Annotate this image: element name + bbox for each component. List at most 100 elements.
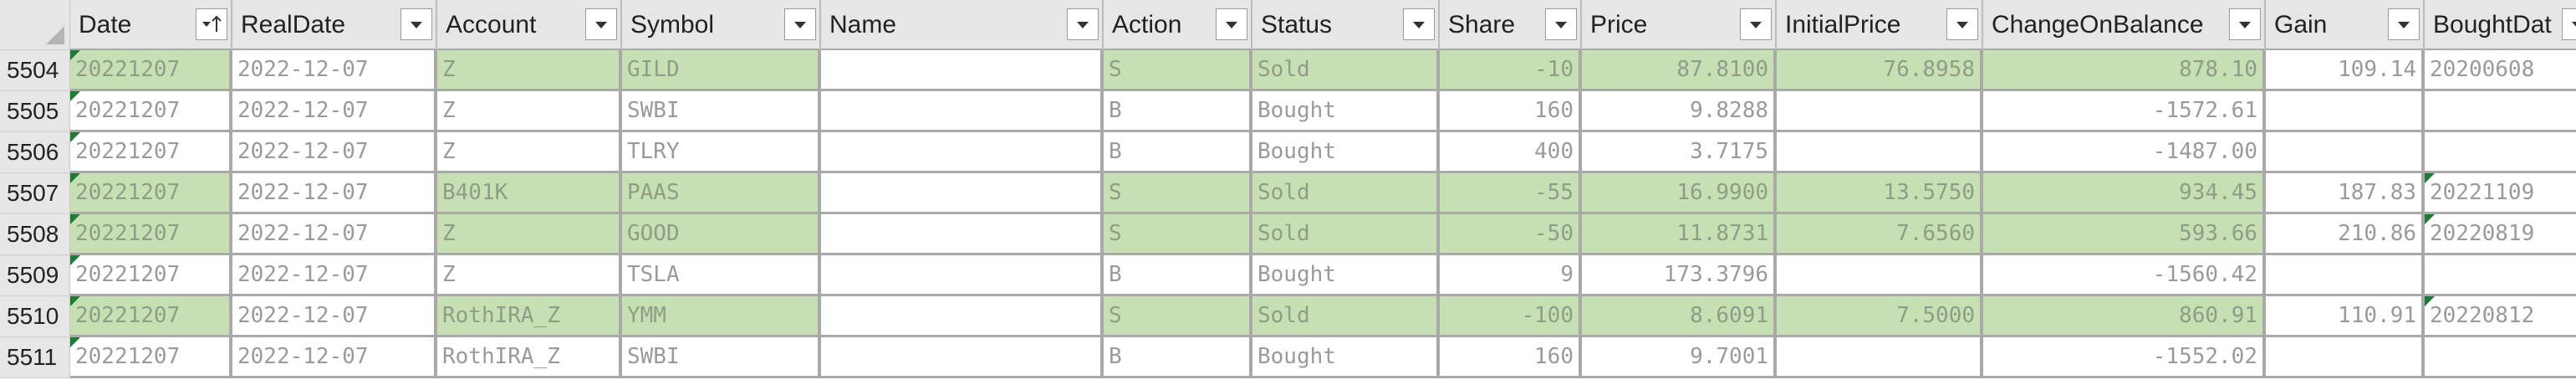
cell-status[interactable]: Sold (1252, 214, 1440, 255)
cell-changeonbalance[interactable]: -1560.42 (1983, 255, 2266, 296)
column-header-realdate[interactable]: RealDate (232, 0, 437, 50)
sort-filter-button[interactable] (196, 8, 227, 40)
column-header-account[interactable]: Account (437, 0, 622, 50)
cell-changeonbalance[interactable]: 934.45 (1983, 173, 2266, 214)
cell-initialprice[interactable] (1777, 91, 1983, 132)
column-header-changeonbalance[interactable]: ChangeOnBalance (1983, 0, 2266, 50)
cell-gain[interactable]: 110.91 (2266, 296, 2425, 337)
filter-dropdown-button[interactable] (1216, 8, 1247, 40)
cell-gain[interactable] (2266, 255, 2425, 296)
cell-gain[interactable] (2266, 132, 2425, 173)
cell-symbol[interactable]: GOOD (622, 214, 821, 255)
cell-gain[interactable]: 109.14 (2266, 50, 2425, 91)
cell-account[interactable]: Z (437, 255, 622, 296)
cell-symbol[interactable]: YMM (622, 296, 821, 337)
row-number[interactable]: 5509 (0, 255, 70, 296)
cell-status[interactable]: Bought (1252, 255, 1440, 296)
select-all-corner[interactable] (0, 0, 70, 50)
cell-initialprice[interactable] (1777, 255, 1983, 296)
cell-account[interactable]: Z (437, 132, 622, 173)
cell-account[interactable]: Z (437, 214, 622, 255)
filter-dropdown-button[interactable] (1067, 8, 1099, 40)
cell-price[interactable]: 11.8731 (1582, 214, 1777, 255)
cell-status[interactable]: Bought (1252, 337, 1440, 378)
cell-share[interactable]: -50 (1440, 214, 1582, 255)
cell-action[interactable]: B (1104, 337, 1252, 378)
cell-price[interactable]: 3.7175 (1582, 132, 1777, 173)
cell-status[interactable]: Bought (1252, 132, 1440, 173)
cell-action[interactable]: S (1104, 50, 1252, 91)
cell-changeonbalance[interactable]: -1552.02 (1983, 337, 2266, 378)
column-header-name[interactable]: Name (821, 0, 1104, 50)
filter-dropdown-button[interactable] (400, 8, 432, 40)
column-header-symbol[interactable]: Symbol (622, 0, 821, 50)
filter-dropdown-button[interactable] (585, 8, 617, 40)
column-header-gain[interactable]: Gain (2266, 0, 2425, 50)
cell-action[interactable]: B (1104, 132, 1252, 173)
cell-price[interactable]: 8.6091 (1582, 296, 1777, 337)
cell-boughtdat[interactable] (2425, 91, 2576, 132)
filter-dropdown-button[interactable] (2388, 8, 2420, 40)
cell-realdate[interactable]: 2022-12-07 (232, 173, 437, 214)
cell-account[interactable]: RothIRA_Z (437, 337, 622, 378)
cell-gain[interactable]: 187.83 (2266, 173, 2425, 214)
cell-initialprice[interactable] (1777, 337, 1983, 378)
cell-initialprice[interactable]: 7.6560 (1777, 214, 1983, 255)
cell-realdate[interactable]: 2022-12-07 (232, 296, 437, 337)
column-header-share[interactable]: Share (1440, 0, 1582, 50)
cell-name[interactable] (821, 214, 1104, 255)
cell-price[interactable]: 16.9900 (1582, 173, 1777, 214)
cell-gain[interactable] (2266, 91, 2425, 132)
cell-changeonbalance[interactable]: -1487.00 (1983, 132, 2266, 173)
cell-share[interactable]: -55 (1440, 173, 1582, 214)
cell-realdate[interactable]: 2022-12-07 (232, 91, 437, 132)
cell-date[interactable]: 20221207 (70, 214, 232, 255)
cell-status[interactable]: Sold (1252, 296, 1440, 337)
cell-boughtdat[interactable] (2425, 132, 2576, 173)
cell-status[interactable]: Bought (1252, 91, 1440, 132)
filter-dropdown-button[interactable] (1545, 8, 1577, 40)
column-header-boughtdat[interactable]: BoughtDat (2425, 0, 2576, 50)
row-number[interactable]: 5505 (0, 91, 70, 132)
cell-name[interactable] (821, 296, 1104, 337)
cell-changeonbalance[interactable]: -1572.61 (1983, 91, 2266, 132)
cell-symbol[interactable]: GILD (622, 50, 821, 91)
cell-gain[interactable] (2266, 337, 2425, 378)
cell-share[interactable]: 400 (1440, 132, 1582, 173)
cell-name[interactable] (821, 173, 1104, 214)
column-header-date[interactable]: Date (70, 0, 232, 50)
cell-name[interactable] (821, 50, 1104, 91)
cell-changeonbalance[interactable]: 860.91 (1983, 296, 2266, 337)
column-header-action[interactable]: Action (1104, 0, 1252, 50)
cell-initialprice[interactable]: 76.8958 (1777, 50, 1983, 91)
cell-changeonbalance[interactable]: 878.10 (1983, 50, 2266, 91)
cell-date[interactable]: 20221207 (70, 50, 232, 91)
cell-gain[interactable]: 210.86 (2266, 214, 2425, 255)
row-number[interactable]: 5511 (0, 337, 70, 378)
cell-price[interactable]: 9.8288 (1582, 91, 1777, 132)
filter-dropdown-button[interactable] (1946, 8, 1978, 40)
cell-share[interactable]: 160 (1440, 91, 1582, 132)
row-number[interactable]: 5506 (0, 132, 70, 173)
cell-action[interactable]: S (1104, 214, 1252, 255)
cell-initialprice[interactable]: 7.5000 (1777, 296, 1983, 337)
cell-share[interactable]: 160 (1440, 337, 1582, 378)
cell-action[interactable]: S (1104, 296, 1252, 337)
cell-account[interactable]: Z (437, 50, 622, 91)
filter-dropdown-button[interactable] (1403, 8, 1435, 40)
cell-account[interactable]: RothIRA_Z (437, 296, 622, 337)
row-number[interactable]: 5508 (0, 214, 70, 255)
cell-boughtdat[interactable] (2425, 255, 2576, 296)
row-number[interactable]: 5507 (0, 173, 70, 214)
row-number[interactable]: 5510 (0, 296, 70, 337)
cell-price[interactable]: 173.3796 (1582, 255, 1777, 296)
cell-boughtdat[interactable] (2425, 337, 2576, 378)
cell-initialprice[interactable] (1777, 132, 1983, 173)
cell-boughtdat[interactable]: 20200608 (2425, 50, 2576, 91)
cell-date[interactable]: 20221207 (70, 173, 232, 214)
cell-symbol[interactable]: TLRY (622, 132, 821, 173)
cell-action[interactable]: S (1104, 173, 1252, 214)
cell-initialprice[interactable]: 13.5750 (1777, 173, 1983, 214)
cell-price[interactable]: 9.7001 (1582, 337, 1777, 378)
cell-realdate[interactable]: 2022-12-07 (232, 255, 437, 296)
